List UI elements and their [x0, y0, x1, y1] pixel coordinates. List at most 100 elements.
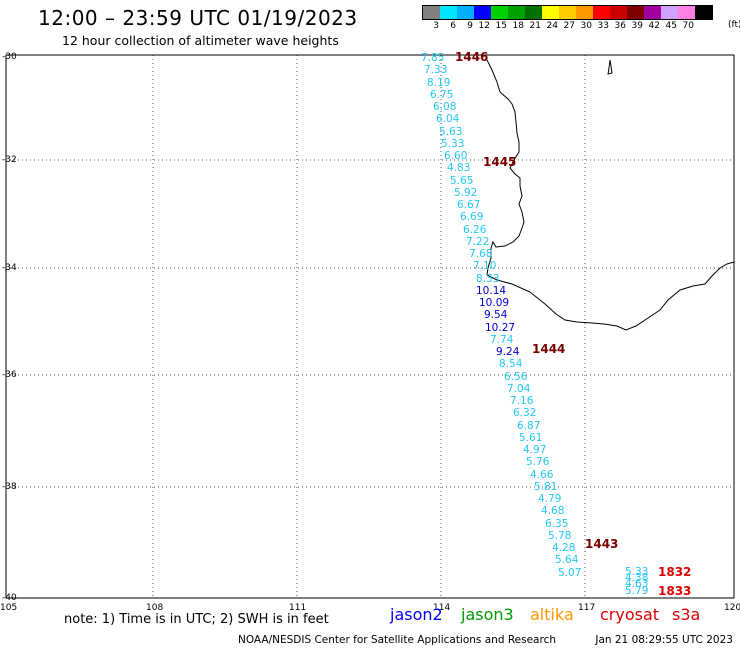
swh-value: 8.54	[499, 358, 523, 371]
swh-value: 6.08	[433, 101, 457, 113]
page-title: 12:00 – 23:59 UTC 01/19/2023	[38, 6, 358, 30]
footer-timestamp: Jan 21 08:29:55 UTC 2023	[595, 634, 733, 646]
colorbar-swatch	[474, 6, 491, 19]
colorbar-swatch	[508, 6, 525, 19]
swh-value: 5.81	[534, 480, 558, 493]
swh-value: 5.64	[555, 554, 579, 567]
swh-value: 4.66	[530, 468, 554, 481]
legend-s3a: s3a	[672, 605, 701, 624]
longitude-label: 105	[0, 603, 18, 613]
swh-value: 5.92	[454, 186, 478, 199]
colorbar-label: 30	[580, 21, 592, 31]
swh-value: 6.75	[430, 88, 454, 101]
colorbar-swatch	[644, 6, 661, 19]
swh-value: 9.54	[484, 309, 508, 322]
colorbar-label: 42	[648, 21, 660, 31]
footer-credit: NOAA/NESDIS Center for Satellite Applica…	[238, 634, 556, 646]
colorbar-label: 33	[597, 21, 609, 31]
colorbar-labels: 3 6 9 12 15 18 21 24 27 30 33 36 39 42 45 70	[422, 21, 713, 31]
colorbar-swatch	[423, 6, 440, 19]
swh-value: 4.28	[552, 542, 576, 554]
colorbar-swatches	[422, 5, 713, 20]
swh-value: 7.68	[469, 248, 493, 260]
colorbar-swatch	[457, 6, 474, 19]
swh-value: 7.04	[507, 382, 531, 395]
colorbar-swatch	[542, 6, 559, 19]
island-coastline	[607, 59, 613, 75]
colorbar-swatch	[627, 6, 644, 19]
pass-time-label: 1445	[483, 155, 517, 169]
swh-value: 4.68	[541, 505, 565, 518]
swh-value: 6.56	[504, 370, 528, 383]
s3a-time-label: 1833	[658, 584, 692, 598]
legend-jason3: jason3	[461, 605, 514, 624]
colorbar-swatch	[440, 6, 457, 19]
longitude-label: 117	[578, 603, 596, 613]
s3a-swh-value: 5.33	[625, 566, 649, 578]
swh-value: 7.33	[424, 64, 448, 77]
colorbar-swatch	[559, 6, 576, 19]
map-frame	[5, 54, 735, 599]
swh-value: 6.26	[463, 223, 487, 236]
legend-altika: altika	[530, 605, 574, 624]
colorbar-label: 70	[682, 21, 694, 31]
colorbar-label: 18	[512, 21, 524, 31]
swh-value: 6.69	[460, 211, 484, 224]
swh-value: 7.74	[490, 333, 514, 346]
swh-value: 4.79	[538, 493, 562, 505]
swh-value: 7.10	[473, 260, 497, 273]
swh-value: 5.61	[519, 431, 543, 444]
swh-value: 6.32	[513, 407, 537, 420]
colorbar-swatch	[491, 6, 508, 19]
swh-value: 7.85	[421, 52, 445, 64]
swh-value: 4.97	[523, 444, 547, 456]
swh-value: 6.35	[545, 517, 569, 530]
pass-time-label: 1443	[585, 537, 619, 551]
pass-time-label: 1444	[532, 342, 566, 356]
longitude-label: 108	[146, 603, 164, 613]
swh-value: 5.07	[558, 566, 582, 579]
longitude-label: 120	[724, 603, 740, 613]
latitude-label: -30	[2, 52, 17, 62]
colorbar-label: 6	[450, 21, 456, 31]
colorbar-swatch	[525, 6, 542, 19]
footer: NOAA/NESDIS Center for Satellite Applica…	[238, 634, 740, 646]
s3a-swh-value: 4.38	[625, 572, 649, 584]
colorbar-label: 9	[467, 21, 473, 31]
swh-value: 7.16	[510, 395, 534, 407]
s3a-time-label: 1832	[658, 565, 692, 579]
colorbar-units: (ft)	[728, 20, 740, 30]
colorbar-label: 21	[529, 21, 541, 31]
swh-value: 6.87	[517, 419, 541, 432]
colorbar-swatch	[576, 6, 593, 19]
swh-value: 10.14	[476, 284, 507, 297]
swh-value: 5.76	[526, 456, 550, 469]
colorbar-label: 36	[614, 21, 626, 31]
swh-value: 6.60	[444, 150, 468, 162]
swh-value: 6.04	[436, 113, 460, 126]
legend-cryosat: cryosat	[600, 605, 660, 624]
latitude-label: -34	[2, 263, 17, 273]
note-text: note: 1) Time is in UTC; 2) SWH is in fe…	[64, 612, 329, 627]
swh-value: 5.33	[441, 137, 465, 150]
latitude-label: -40	[2, 593, 17, 603]
swh-value: 4.83	[447, 162, 471, 175]
page-subtitle: 12 hour collection of altimeter wave hei…	[62, 33, 339, 48]
swh-value: 5.65	[450, 174, 474, 187]
colorbar-swatch	[610, 6, 627, 19]
pass-time-label: 1446	[455, 50, 489, 64]
latitude-label: -38	[2, 482, 17, 492]
colorbar-label: 45	[665, 21, 677, 31]
colorbar-swatch	[661, 6, 678, 19]
swh-value: 5.63	[439, 125, 463, 138]
swh-value: 5.78	[548, 529, 572, 542]
longitude-label: 111	[289, 603, 307, 613]
swh-value: 10.27	[485, 321, 516, 334]
longitude-label: 114	[433, 603, 451, 613]
swh-value: 8.19	[427, 76, 451, 89]
colorbar-swatch	[593, 6, 610, 19]
s3a-swh-value: 5.79	[625, 585, 649, 597]
legend-jason2: jason2	[390, 605, 443, 624]
